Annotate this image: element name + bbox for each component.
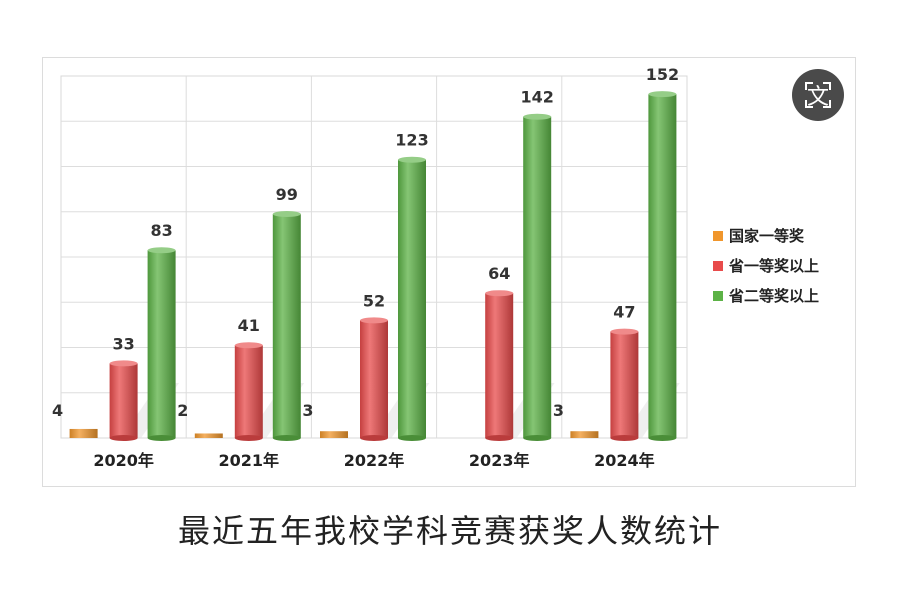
bar-base — [610, 435, 639, 441]
bar-base — [523, 435, 552, 441]
x-tick-label: 2024年 — [594, 451, 655, 470]
bar-国家一等奖 — [194, 433, 223, 438]
chart-frame: 4 33 83 2020年 2 41 99 2021年 3 52 123 2022年 64 142 2023… — [42, 57, 856, 487]
bar-base — [648, 435, 677, 441]
x-tick-label: 2023年 — [469, 451, 530, 470]
data-label: 4 — [52, 401, 63, 420]
x-tick-label: 2021年 — [219, 451, 280, 470]
bar-国家一等奖 — [69, 428, 98, 438]
legend-label: 省一等奖以上 — [728, 257, 819, 275]
bar-cap — [109, 360, 138, 367]
data-label: 33 — [112, 334, 134, 353]
bar-cap — [234, 342, 263, 349]
legend-label: 省二等奖以上 — [728, 287, 819, 305]
bar-base — [109, 435, 138, 441]
bar-省二等奖以上 — [648, 94, 677, 438]
bar-base — [360, 435, 388, 441]
data-label: 41 — [238, 316, 260, 335]
data-label: 99 — [276, 185, 298, 204]
x-tick-label: 2022年 — [344, 451, 405, 470]
legend-swatch — [713, 291, 723, 301]
bar-chart: 4 33 83 2020年 2 41 99 2021年 3 52 123 2022年 64 142 2023… — [52, 65, 819, 470]
translate-icon: 文 — [806, 85, 829, 110]
bar-cap — [398, 156, 426, 163]
data-label: 47 — [613, 303, 635, 322]
legend-swatch — [713, 261, 723, 271]
data-label: 142 — [520, 88, 553, 107]
legend-swatch — [713, 231, 723, 241]
bar-cap — [272, 211, 301, 218]
bar-省一等奖以上 — [109, 363, 138, 438]
translate-button[interactable]: 文 — [792, 69, 844, 121]
bar-base — [485, 435, 514, 441]
bar-cap — [523, 113, 552, 120]
data-label: 83 — [150, 221, 172, 240]
data-label: 2 — [177, 401, 188, 420]
bar-cap — [610, 328, 639, 335]
bar-base — [272, 435, 301, 441]
bar-国家一等奖 — [320, 431, 348, 438]
bar-cap — [485, 290, 514, 297]
data-label: 52 — [363, 291, 385, 310]
data-label: 3 — [302, 401, 313, 420]
bar-base — [234, 435, 263, 441]
bar-省二等奖以上 — [398, 159, 426, 438]
data-label: 123 — [395, 131, 428, 150]
chart-caption: 最近五年我校学科竞赛获奖人数统计 — [177, 512, 722, 550]
bar-cap — [360, 317, 388, 324]
data-label: 64 — [488, 264, 510, 283]
bar-base — [147, 435, 176, 441]
bar-国家一等奖 — [570, 431, 599, 438]
bar-省二等奖以上 — [523, 116, 552, 438]
scan-bracket-icon — [805, 82, 831, 108]
data-label: 152 — [646, 65, 679, 84]
bar-省二等奖以上 — [272, 214, 301, 438]
bar-cap — [648, 91, 677, 98]
bar-base — [398, 435, 426, 441]
bar-省二等奖以上 — [147, 250, 176, 438]
bar-省一等奖以上 — [610, 331, 639, 438]
bar-省一等奖以上 — [485, 293, 514, 438]
bar-省一等奖以上 — [360, 320, 388, 438]
data-label: 3 — [553, 401, 564, 420]
bar-cap — [147, 247, 176, 254]
legend-label: 国家一等奖 — [729, 227, 805, 245]
bar-省一等奖以上 — [234, 345, 263, 438]
x-tick-label: 2020年 — [93, 451, 154, 470]
